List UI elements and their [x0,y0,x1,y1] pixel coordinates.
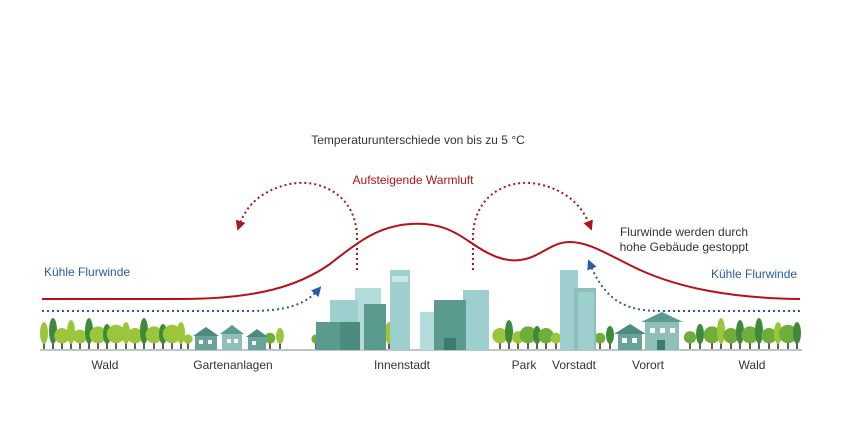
zone-label-vorort: Vorort [632,358,665,372]
suburb-buildings [560,270,596,350]
zone-label-wald-right: Wald [739,358,766,372]
barrier-note-line-1: Flurwinde werden durch [620,225,748,239]
conifer-tree [276,328,284,349]
zone-label-wald-left: Wald [92,358,119,372]
conifer-tree [717,318,725,349]
right-wind-label: Kühle Flurwinde [711,267,797,281]
conifer-tree [505,320,513,349]
round-tree [183,334,193,349]
round-tree [519,326,537,349]
zone-label-innenstadt: Innenstadt [374,358,431,372]
warm-air-arrow-right [472,181,593,270]
round-tree [550,332,562,349]
round-tree [703,326,721,349]
barrier-note-line-2: hohe Gebäude gestoppt [620,240,749,254]
round-tree [264,332,276,349]
conifer-tree [67,320,75,349]
round-tree [106,324,126,349]
round-tree [538,327,554,349]
round-tree [594,332,606,349]
round-tree [54,327,70,349]
round-tree [162,324,182,349]
round-tree [778,324,798,349]
zone-label-vorstadt: Vorstadt [552,358,597,372]
conifer-tree [533,326,541,349]
round-tree [683,331,697,349]
round-tree [145,326,163,349]
round-tree [741,326,759,349]
conifer-tree [736,320,744,349]
garden-houses [193,325,268,350]
diagram-title: Temperaturunterschiede von bis zu 5 °C [311,133,525,147]
round-tree [127,327,143,349]
city-center-buildings [316,270,489,350]
trees-layer [40,318,801,349]
outer-suburb-houses [614,312,683,350]
round-tree [761,327,777,349]
zone-label-park: Park [512,358,538,372]
zone-label-gartenanlagen: Gartenanlagen [193,358,272,372]
cool-wind-arrow-left [42,286,322,312]
round-tree [723,327,739,349]
left-wind-label: Kühle Flurwinde [44,265,130,279]
warm-air-label: Aufsteigende Warmluft [353,173,475,187]
cool-wind-arrow-right [587,259,800,312]
round-tree [89,326,107,349]
conifer-tree [606,326,614,349]
temperature-curve [42,222,801,300]
conifer-tree [696,324,704,349]
conifer-tree [40,322,48,349]
round-tree [492,327,508,349]
conifer-tree [177,322,185,349]
conifer-tree [793,322,801,349]
round-tree [73,329,87,349]
conifer-tree [755,318,763,349]
